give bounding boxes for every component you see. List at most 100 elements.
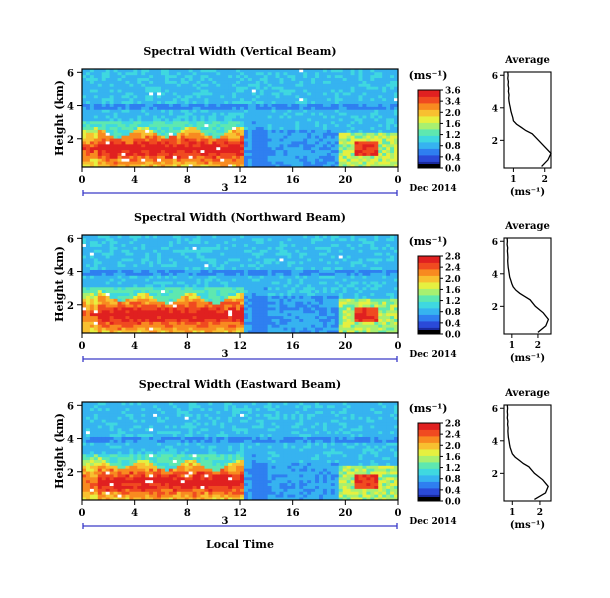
heatmap-cell — [299, 289, 304, 294]
heatmap-cell — [319, 272, 324, 276]
heatmap-cell — [93, 258, 99, 262]
heatmap-cell — [263, 284, 269, 288]
heatmap-cell — [307, 135, 312, 139]
heatmap-cell — [251, 120, 257, 125]
heatmap-cell — [307, 243, 312, 247]
heatmap-cell — [279, 309, 284, 314]
heatmap-cell — [251, 71, 257, 76]
heatmap-cell — [121, 141, 126, 145]
heatmap-cell — [394, 120, 399, 125]
heatmap-cell — [303, 126, 308, 130]
heatmap-cell — [220, 281, 225, 285]
heatmap-cell — [386, 92, 391, 96]
heatmap-cell — [394, 83, 399, 87]
heatmap-cell — [216, 97, 221, 102]
heatmap-cell — [224, 263, 229, 268]
heatmap-cell — [378, 69, 383, 73]
heatmap-cell — [176, 80, 182, 84]
heatmap-cell — [236, 260, 241, 265]
heatmap-cell — [326, 252, 332, 256]
heatmap-cell — [283, 118, 288, 122]
heatmap-cell — [117, 126, 122, 130]
heatmap-cell — [145, 161, 150, 165]
heatmap-cell — [279, 286, 284, 291]
heatmap-cell — [196, 120, 201, 125]
heatmap-cell — [82, 275, 87, 279]
heatmap-cell — [220, 115, 225, 119]
heatmap-cell — [101, 327, 107, 331]
heatmap-cell — [240, 115, 245, 119]
heatmap-cell — [93, 235, 99, 239]
heatmap-cell — [326, 258, 332, 262]
heatmap-cell — [180, 295, 186, 299]
heatmap-cell — [255, 235, 261, 239]
heatmap-cell — [263, 312, 269, 317]
heatmap-cell — [303, 260, 308, 265]
heatmap-cell — [129, 258, 134, 262]
heatmap-cell — [105, 252, 111, 256]
heatmap-cell — [105, 80, 111, 84]
heatmap-cell — [113, 129, 118, 133]
heatmap-cell — [287, 330, 292, 334]
heatmap-cell — [200, 295, 205, 299]
heatmap-cell — [196, 164, 201, 168]
heatmap-cell — [275, 86, 280, 90]
heatmap-cell — [145, 304, 150, 308]
heatmap-cell — [251, 164, 257, 168]
heatmap-cell — [137, 143, 142, 148]
heatmap-cell — [283, 129, 288, 133]
heatmap-cell — [279, 83, 284, 87]
heatmap-cell — [208, 112, 213, 116]
heatmap-cell — [204, 307, 209, 311]
heatmap-cell — [303, 330, 308, 334]
heatmap-cell — [216, 327, 221, 331]
heatmap-cell — [145, 292, 150, 296]
heatmap-cell — [251, 309, 257, 314]
heatmap-cell — [101, 330, 107, 334]
heatmap-cell — [259, 278, 265, 282]
heatmap-cell — [267, 69, 272, 73]
heatmap-cell — [271, 77, 276, 81]
heatmap-cell — [220, 135, 225, 139]
heatmap-cell — [200, 240, 205, 245]
heatmap-cell — [85, 100, 91, 104]
heatmap-cell — [192, 321, 197, 325]
heatmap-cell — [319, 295, 324, 299]
heatmap-cell — [279, 92, 284, 96]
heatmap-cell — [303, 146, 308, 151]
heatmap-cell — [172, 266, 178, 270]
heatmap-cell — [322, 307, 328, 311]
heatmap-cell — [263, 69, 269, 73]
heatmap-cell — [291, 89, 296, 93]
heatmap-cell — [319, 324, 324, 328]
heatmap-cell — [141, 83, 146, 87]
heatmap-cell — [141, 100, 146, 104]
heatmap-cell — [145, 324, 150, 328]
heatmap-cell — [299, 164, 304, 168]
heatmap-cell — [180, 260, 186, 265]
heatmap-cell — [117, 74, 122, 79]
heatmap-cell — [180, 235, 186, 239]
heatmap-cell — [89, 327, 95, 331]
heatmap-cell — [247, 132, 253, 136]
heatmap-cell — [85, 115, 91, 119]
heatmap-cell — [362, 103, 367, 107]
heatmap-cell — [101, 115, 107, 119]
heatmap-cell — [188, 109, 193, 113]
heatmap-cell — [93, 123, 99, 128]
heatmap-cell — [176, 327, 182, 331]
heatmap-cell — [172, 94, 178, 99]
heatmap-cell — [267, 155, 272, 159]
heatmap-cell — [192, 120, 197, 125]
heatmap-cell — [322, 132, 328, 136]
heatmap-cell — [85, 146, 91, 151]
heatmap-cell — [271, 138, 276, 142]
heatmap-cell — [228, 77, 233, 81]
heatmap-cell — [228, 275, 233, 279]
heatmap-cell — [322, 77, 328, 81]
heatmap-cell — [232, 295, 237, 299]
heatmap-cell — [141, 120, 146, 125]
heatmap-cell — [121, 292, 126, 296]
heatmap-cell — [247, 327, 253, 331]
heatmap-cell — [220, 97, 225, 102]
